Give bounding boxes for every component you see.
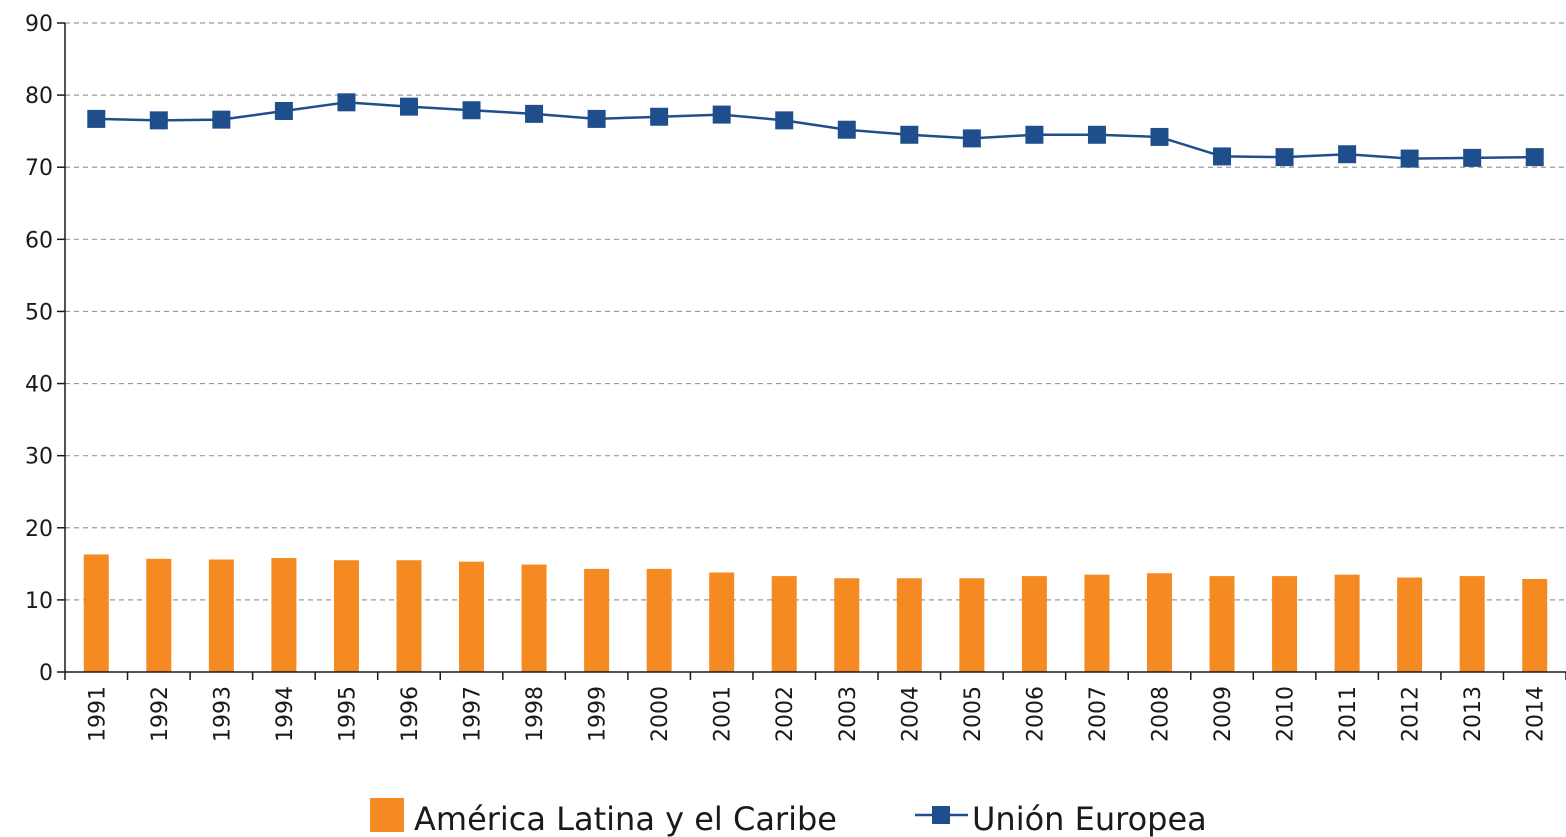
legend-swatch-marker bbox=[932, 806, 950, 824]
bar-2013 bbox=[1459, 576, 1485, 672]
bar-1998 bbox=[521, 564, 547, 672]
x-tick-label: 1993 bbox=[210, 686, 235, 742]
bar-1997 bbox=[459, 561, 485, 672]
y-tick-label: 70 bbox=[25, 156, 53, 181]
x-tick-label: 2010 bbox=[1274, 686, 1299, 742]
line-point-2013 bbox=[1463, 148, 1482, 167]
y-tick-label: 90 bbox=[25, 12, 53, 37]
bar-2014 bbox=[1522, 578, 1548, 672]
y-tick-label: 0 bbox=[39, 661, 53, 686]
line-point-2001 bbox=[712, 105, 731, 124]
x-tick-label: 1995 bbox=[335, 686, 360, 742]
y-tick-label: 40 bbox=[25, 373, 53, 398]
y-tick-label: 50 bbox=[25, 300, 53, 325]
x-tick-label: 2003 bbox=[836, 686, 861, 742]
bar-2000 bbox=[646, 568, 672, 672]
legend-label-line: Unión Europea bbox=[972, 800, 1207, 837]
bar-2004 bbox=[896, 578, 922, 672]
y-tick-label: 20 bbox=[25, 517, 53, 542]
line-point-2003 bbox=[837, 120, 856, 139]
x-tick-label: 2004 bbox=[898, 686, 923, 742]
line-point-1993 bbox=[212, 110, 231, 129]
legend-swatch-bar bbox=[370, 798, 404, 832]
bar-1999 bbox=[584, 568, 610, 672]
bar-2005 bbox=[959, 578, 985, 672]
x-tick-label: 2006 bbox=[1023, 686, 1048, 742]
bar-1995 bbox=[333, 560, 359, 672]
legend: América Latina y el Caribe Unión Europea bbox=[370, 798, 1207, 837]
line-point-1999 bbox=[587, 109, 606, 128]
line-point-1992 bbox=[149, 111, 168, 130]
line-path bbox=[96, 101, 1535, 160]
x-tick-label: 2013 bbox=[1461, 686, 1486, 742]
x-tick-label: 2007 bbox=[1086, 686, 1111, 742]
x-tick-label: 2002 bbox=[773, 686, 798, 742]
x-tick-label: 1994 bbox=[273, 686, 298, 742]
axes bbox=[57, 22, 1566, 680]
bar-2010 bbox=[1272, 576, 1298, 672]
x-tick-label: 1991 bbox=[85, 686, 110, 742]
line-point-2000 bbox=[650, 107, 669, 126]
y-tick-label: 80 bbox=[25, 84, 53, 109]
line-point-2011 bbox=[1338, 145, 1357, 164]
line-point-2002 bbox=[775, 111, 794, 130]
bar-2006 bbox=[1021, 576, 1047, 672]
line-point-1994 bbox=[274, 101, 293, 120]
line-point-1991 bbox=[87, 109, 106, 128]
line-point-2012 bbox=[1400, 149, 1419, 168]
line-point-2004 bbox=[900, 125, 919, 144]
bar-2001 bbox=[709, 572, 735, 672]
line-point-2014 bbox=[1525, 148, 1544, 167]
line-point-2008 bbox=[1150, 127, 1169, 146]
x-tick-label: 2012 bbox=[1399, 686, 1424, 742]
y-tick-label: 10 bbox=[25, 589, 53, 614]
line-point-2005 bbox=[962, 129, 981, 148]
bar-2007 bbox=[1084, 574, 1110, 672]
x-tick-label: 1997 bbox=[461, 686, 486, 742]
x-tick-label: 2009 bbox=[1211, 686, 1236, 742]
legend-label-bar: América Latina y el Caribe bbox=[414, 800, 837, 837]
x-tick-label: 1998 bbox=[523, 686, 548, 742]
line-point-2010 bbox=[1275, 148, 1294, 167]
line-point-1996 bbox=[399, 97, 418, 116]
x-tick-label: 1996 bbox=[398, 686, 423, 742]
tick-labels: 0 10 20 30 40 50 60 70 80 90 1991 1992 1993 1994 1995 1… bbox=[25, 12, 1549, 742]
bar-1992 bbox=[146, 558, 172, 672]
line-point-1997 bbox=[462, 101, 481, 120]
bar-2009 bbox=[1209, 576, 1235, 672]
x-tick-label: 1999 bbox=[586, 686, 611, 742]
bar-1994 bbox=[271, 558, 297, 672]
line-point-1995 bbox=[337, 93, 356, 112]
line-point-2007 bbox=[1087, 125, 1106, 144]
line-point-1998 bbox=[525, 104, 544, 123]
bar-2011 bbox=[1334, 574, 1360, 672]
x-tick-label: 2014 bbox=[1524, 686, 1549, 742]
y-tick-label: 60 bbox=[25, 228, 53, 253]
bar-2008 bbox=[1146, 573, 1172, 672]
x-tick-label: 1992 bbox=[148, 686, 173, 742]
line-point-2006 bbox=[1025, 125, 1044, 144]
x-tick-label: 2001 bbox=[711, 686, 736, 742]
gridlines bbox=[65, 22, 1566, 601]
line-series bbox=[87, 93, 1544, 168]
line-point-2009 bbox=[1213, 147, 1232, 166]
bar-1996 bbox=[396, 560, 422, 672]
bar-2003 bbox=[834, 578, 860, 672]
y-tick-label: 30 bbox=[25, 445, 53, 470]
bar-2002 bbox=[771, 576, 797, 672]
bar-1993 bbox=[208, 559, 234, 672]
x-tick-label: 2005 bbox=[961, 686, 986, 742]
bar-2012 bbox=[1397, 577, 1423, 672]
x-tick-label: 2011 bbox=[1336, 686, 1361, 742]
x-tick-label: 2000 bbox=[648, 686, 673, 742]
bar-1991 bbox=[83, 554, 109, 672]
x-tick-label: 2008 bbox=[1148, 686, 1173, 742]
bar-series bbox=[83, 554, 1548, 672]
